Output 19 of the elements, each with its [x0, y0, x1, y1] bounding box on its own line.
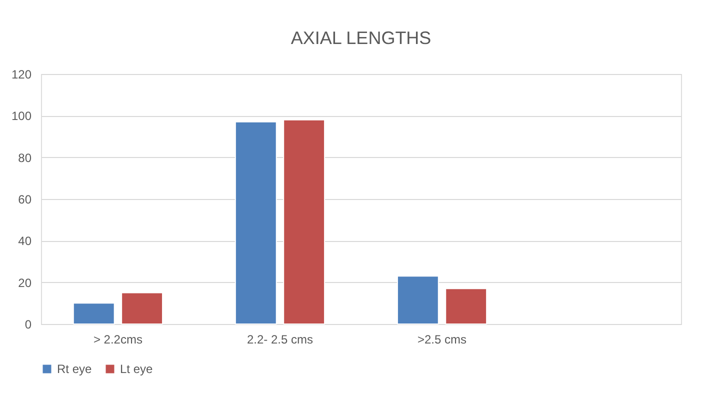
x-tick-label: 2.2- 2.5 cms: [246, 332, 314, 346]
bar: [121, 292, 164, 324]
y-tick-label: 120: [11, 68, 32, 82]
x-tick-label: > 2.2cms: [93, 332, 142, 346]
y-tick-label: 100: [11, 109, 32, 124]
bar: [283, 119, 326, 324]
bar: [445, 288, 488, 324]
y-tick-label: 60: [18, 192, 32, 206]
chart-title: AXIAL LENGTHS: [290, 28, 432, 48]
x-tick-label: >2.5 cms: [417, 332, 467, 346]
bar: [396, 276, 439, 324]
bar: [234, 121, 277, 324]
legend-label: Lt eye: [120, 362, 154, 376]
bar: [72, 302, 115, 324]
y-tick-label: 40: [18, 234, 32, 248]
y-tick-label: 20: [18, 276, 32, 290]
y-tick-label: 80: [18, 150, 32, 165]
y-tick-label: 0: [24, 318, 32, 332]
legend-label: Rt eye: [57, 362, 92, 376]
